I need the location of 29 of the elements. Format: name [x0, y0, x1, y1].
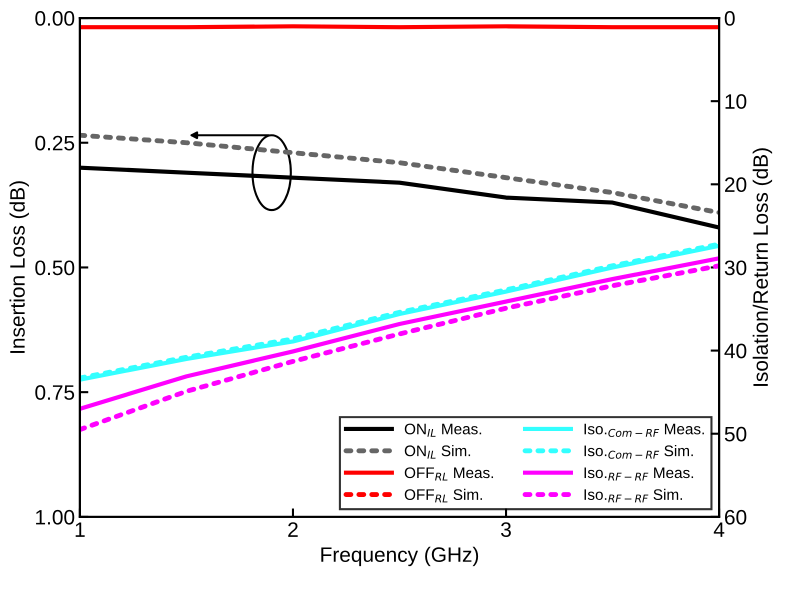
x-tick-label: 3 — [501, 522, 511, 538]
legend-label: OFF$_{RL}$ Sim. — [404, 488, 482, 502]
y2-tick-label: 30 — [724, 260, 746, 276]
x-tick-label: 1 — [76, 522, 85, 537]
y-tick-label: 0.25 — [35, 136, 74, 150]
y-tick-label: 0.00 — [35, 11, 74, 26]
y2-tick-label: 60 — [725, 510, 746, 525]
y-axis-title: Insertion Loss (dB) — [10, 181, 29, 353]
legend-label: Iso.$_{RF−RF}$ Sim. — [584, 488, 682, 502]
y-tick-label: 0.75 — [35, 385, 74, 400]
y-tick-label: 1.00 — [36, 510, 74, 525]
line-series — [80, 256, 720, 411]
legend-label: Iso.$_{Com−RF}$ Meas. — [584, 424, 704, 437]
y-tick-label: 0.50 — [35, 260, 74, 276]
x-axis-title: Frequency (GHz) — [321, 546, 478, 566]
legend-label: Iso.$_{Com−RF}$ Sim. — [584, 445, 693, 459]
y2-axis-title: Isolation/Return Loss (dB) — [752, 148, 772, 386]
legend-label: OFF$_{RL}$ Meas. — [404, 467, 494, 481]
legend-label: Iso.$_{RF−RF}$ Meas. — [584, 468, 694, 481]
y2-tick-label: 10 — [726, 94, 746, 109]
x-tick-label: 2 — [288, 522, 298, 537]
line-series — [80, 132, 720, 216]
x-tick-label: 4 — [714, 522, 724, 537]
y2-tick-label: 20 — [725, 177, 746, 192]
y2-tick-label: 0 — [724, 11, 735, 26]
legend-label: ON$_{IL}$ Meas. — [404, 424, 482, 437]
y2-tick-label: 50 — [724, 426, 746, 442]
legend-label: ON$_{IL}$ Sim. — [404, 445, 470, 459]
y2-tick-label: 40 — [724, 344, 746, 358]
